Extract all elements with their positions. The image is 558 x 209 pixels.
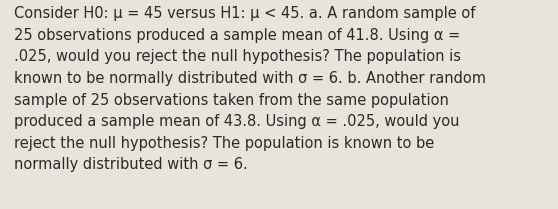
Text: Consider H0: μ = 45 versus H1: μ < 45. a. A random sample of
25 observations pro: Consider H0: μ = 45 versus H1: μ < 45. a…: [14, 6, 486, 172]
